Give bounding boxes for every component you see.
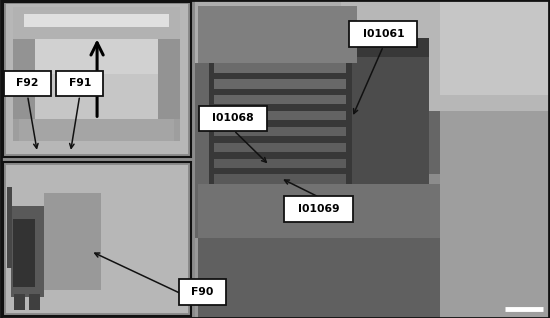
Text: I01068: I01068 bbox=[212, 114, 254, 123]
FancyBboxPatch shape bbox=[179, 279, 226, 305]
Text: F90: F90 bbox=[191, 287, 213, 297]
FancyBboxPatch shape bbox=[199, 106, 267, 131]
Text: I01069: I01069 bbox=[298, 204, 339, 214]
FancyBboxPatch shape bbox=[349, 21, 417, 47]
Text: F92: F92 bbox=[16, 79, 38, 88]
Text: I01061: I01061 bbox=[362, 29, 404, 39]
Bar bbox=[3, 2, 191, 157]
FancyBboxPatch shape bbox=[4, 71, 51, 96]
FancyBboxPatch shape bbox=[284, 196, 353, 222]
Bar bbox=[3, 162, 191, 316]
Text: F91: F91 bbox=[69, 79, 91, 88]
FancyBboxPatch shape bbox=[56, 71, 103, 96]
